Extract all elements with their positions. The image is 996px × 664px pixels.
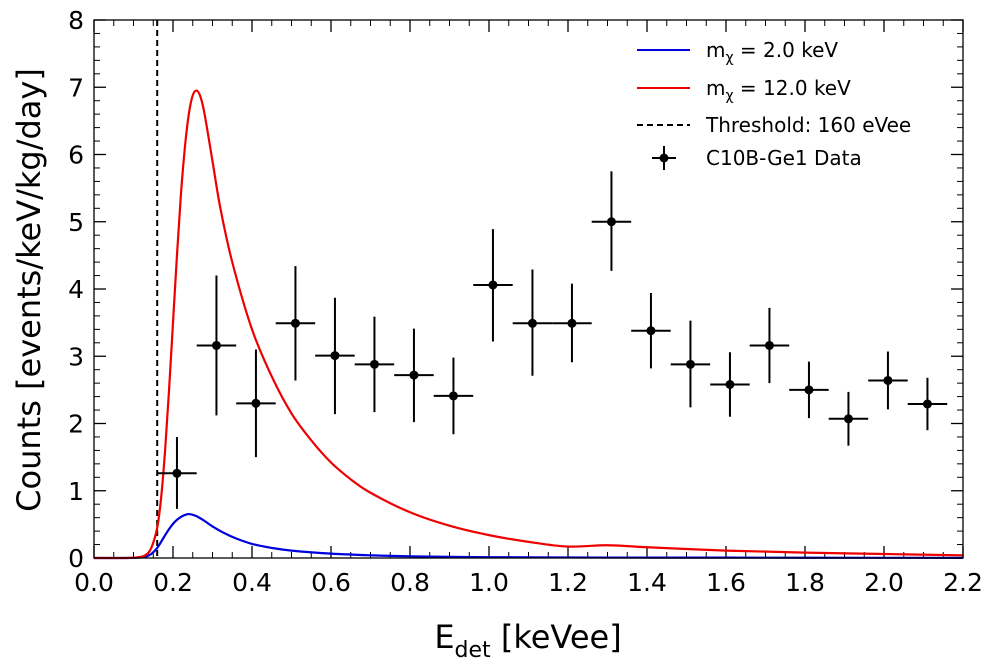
- y-tick-label: 6: [68, 141, 84, 170]
- data-point-marker: [211, 340, 221, 350]
- data-point-marker: [725, 379, 735, 389]
- axis-ticks: 0.0 0.2 0.4 0.6 0.8 1.0 1.2 1.4 1.6 1.8 2.0 2.2 0 1 2 3…: [68, 6, 983, 597]
- legend-label-data: C10B-Ge1 Data: [706, 146, 862, 170]
- data-point-marker: [606, 217, 616, 227]
- data-point-marker: [883, 375, 893, 385]
- x-tick-label: 1.6: [706, 568, 746, 597]
- data-point-marker: [488, 280, 498, 290]
- x-tick-label: 2.2: [943, 568, 983, 597]
- y-tick-label: 3: [68, 342, 84, 371]
- legend-label-mchi-2-main: m: [706, 38, 725, 62]
- data-point: [236, 349, 276, 458]
- y-tick-label: 5: [68, 208, 84, 237]
- series-mchi-12-curve: [93, 89, 964, 560]
- data-point: [670, 320, 711, 408]
- data-point: [354, 316, 395, 413]
- x-tick-label: 0.0: [74, 568, 114, 597]
- plot-area: [93, 20, 964, 560]
- legend-swatch-data-marker: [659, 153, 669, 163]
- legend-label-mchi-12-main: m: [706, 76, 725, 100]
- legend-label-threshold: Threshold: 160 eVee: [705, 113, 911, 137]
- data-point: [157, 436, 197, 509]
- x-tick-label: 0.8: [390, 568, 430, 597]
- legend-label-mchi-2-sub: χ: [725, 50, 733, 66]
- y-tick-label: 0: [68, 544, 84, 573]
- data-point: [473, 229, 513, 342]
- y-tick-label: 1: [68, 477, 84, 506]
- legend-entry-mchi-2: mχ = 2.0 keV: [637, 38, 838, 66]
- data-point: [828, 391, 869, 446]
- x-tick-label: 1.4: [627, 568, 667, 597]
- legend-entry-mchi-12: mχ = 12.0 keV: [637, 76, 851, 104]
- legend-entry-threshold: Threshold: 160 eVee: [637, 113, 911, 137]
- data-point: [591, 171, 632, 271]
- data-point-marker: [804, 385, 814, 395]
- y-tick-label: 7: [68, 73, 84, 102]
- data-point-marker: [409, 370, 419, 380]
- data-point-marker: [251, 398, 261, 408]
- x-tick-label: 2.0: [864, 568, 904, 597]
- data-point: [552, 283, 592, 363]
- y-tick-label: 2: [68, 410, 84, 439]
- data-point: [749, 307, 790, 384]
- y-axis-title: Counts [events/keV/kg/day]: [10, 68, 48, 512]
- plot-frame: [93, 19, 964, 559]
- data-point-marker: [330, 351, 340, 361]
- data-point-marker: [527, 318, 537, 328]
- data-point: [631, 293, 671, 369]
- legend: mχ = 2.0 keV mχ = 12.0 keV Threshold: 16…: [637, 38, 911, 170]
- data-point: [433, 357, 474, 435]
- data-point: [907, 377, 948, 431]
- x-axis-title-main: E: [434, 618, 454, 656]
- data-point: [789, 361, 829, 419]
- x-axis-title-rest: [keVee]: [491, 618, 622, 656]
- data-point: [512, 269, 553, 376]
- y-tick-label: 4: [68, 275, 84, 304]
- legend-label-mchi-2: mχ = 2.0 keV: [706, 38, 838, 66]
- y-tick-label: 8: [68, 6, 84, 35]
- x-tick-label: 0.4: [232, 568, 272, 597]
- data-point-marker: [369, 359, 379, 369]
- legend-entry-data: C10B-Ge1 Data: [652, 146, 862, 170]
- data-point-marker: [764, 340, 774, 350]
- legend-label-mchi-12: mχ = 12.0 keV: [706, 76, 851, 104]
- data-point-marker: [646, 326, 656, 336]
- data-point-marker: [290, 318, 300, 328]
- data-point-marker: [448, 391, 458, 401]
- data-point: [868, 351, 908, 410]
- data-point-marker: [685, 359, 695, 369]
- data-point-marker: [922, 399, 932, 409]
- data-point-marker: [843, 414, 853, 424]
- data-point-marker: [172, 468, 182, 478]
- x-tick-label: 1.2: [548, 568, 588, 597]
- x-axis-title: Edet [keVee]: [434, 618, 621, 663]
- x-tick-label: 1.0: [469, 568, 509, 597]
- legend-label-mchi-12-sub: χ: [725, 88, 733, 104]
- x-tick-label: 0.6: [311, 568, 351, 597]
- data-point: [196, 275, 237, 416]
- data-point: [710, 352, 750, 417]
- data-point-marker: [567, 318, 577, 328]
- legend-label-mchi-12-rest: = 12.0 keV: [734, 76, 852, 100]
- data-point: [315, 297, 355, 415]
- x-tick-label: 1.8: [785, 568, 825, 597]
- x-axis-title-sub: det: [455, 638, 492, 663]
- x-tick-label: 0.2: [153, 568, 193, 597]
- legend-label-mchi-2-rest: = 2.0 keV: [734, 38, 839, 62]
- data-point: [275, 266, 316, 381]
- data-point: [394, 328, 434, 423]
